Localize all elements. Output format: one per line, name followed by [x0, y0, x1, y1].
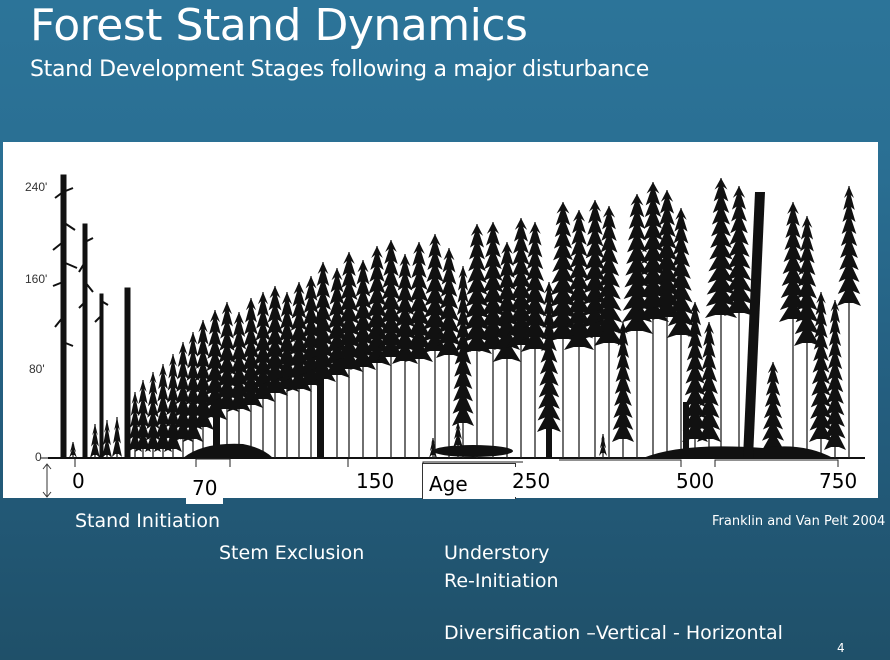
y-tick-0: 0 [35, 450, 42, 464]
y-tick-240: 240' [25, 180, 48, 194]
y-tick-160: 160' [25, 272, 48, 286]
age-label-150: 150 [350, 467, 401, 497]
age-label-500: 500 [670, 467, 721, 497]
y-tick-80: 80' [29, 362, 45, 376]
stage-understory: Understory [444, 542, 550, 564]
age-axis-title: Age [422, 463, 516, 499]
height-arrow-icon [42, 463, 52, 498]
forest-diagram-panel: 240' 160' 80' 0 [3, 142, 878, 498]
age-label-0: 0 [66, 467, 91, 497]
page-number: 4 [837, 641, 845, 655]
slide-subtitle: Stand Development Stages following a maj… [30, 57, 649, 82]
stage-stem-exclusion: Stem Exclusion [219, 542, 365, 564]
forest-profile-illustration [40, 174, 865, 498]
age-label-250: 250 [506, 467, 557, 497]
slide-title: Forest Stand Dynamics [30, 0, 528, 51]
age-label-70: 70 [186, 474, 224, 504]
stage-diversification: Diversification –Vertical - Horizontal [444, 622, 783, 644]
age-label-750: 750 [813, 467, 864, 497]
stage-stand-initiation: Stand Initiation [75, 510, 220, 532]
figure-credit: Franklin and Van Pelt 2004 [712, 514, 886, 529]
stage-re-initiation: Re-Initiation [444, 570, 559, 592]
